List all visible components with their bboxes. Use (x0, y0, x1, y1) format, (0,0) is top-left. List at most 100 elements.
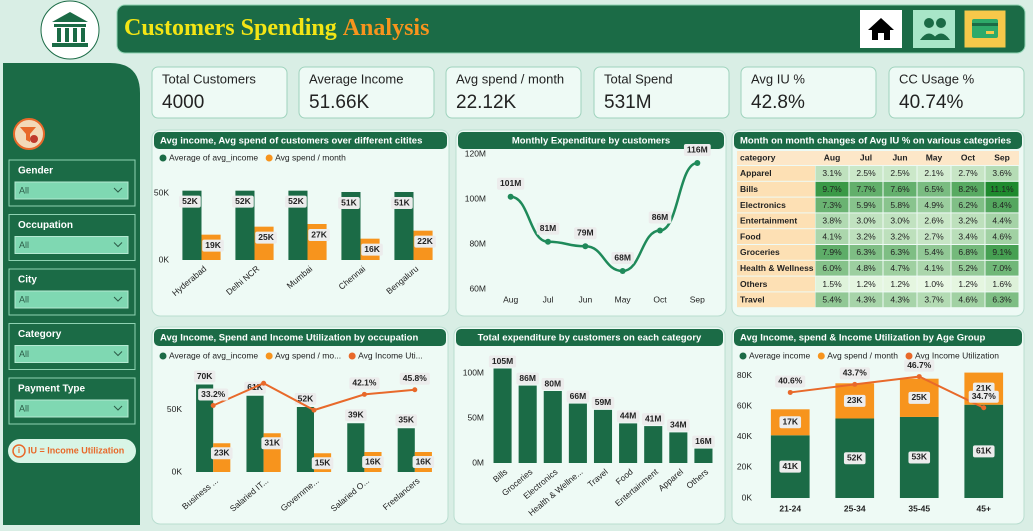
cell-label: 4.1% (924, 263, 944, 273)
kpi-bg (298, 66, 435, 119)
bar (493, 368, 512, 463)
cell-label: 7.6% (890, 184, 910, 194)
filter-dropdown[interactable]: All (14, 345, 129, 363)
spending-button[interactable] (963, 9, 1007, 49)
legend-label: Average income (749, 350, 811, 360)
clear-filters-button[interactable] (13, 118, 45, 150)
y-tick-label: 40K (737, 431, 752, 441)
filter-dropdown[interactable]: All (14, 399, 129, 418)
kpi-card: Avg spend / month 22.12K (445, 66, 582, 119)
value-label-bg (566, 390, 590, 403)
panel-bg (455, 129, 727, 317)
value-label: 34.7% (972, 391, 997, 401)
cell-label: 4.4% (992, 216, 1012, 226)
value-label: 39K (348, 410, 364, 420)
value-label: 27K (311, 229, 327, 239)
heat-cell (815, 245, 849, 260)
y-tick-label: 50K (167, 404, 182, 414)
row-label-bg (737, 292, 815, 308)
value-label-bg (574, 227, 597, 240)
filter-label: Occupation (18, 220, 73, 231)
panel-title-bg (734, 329, 1022, 346)
filter-label: Payment Type (18, 384, 85, 395)
value-label-bg (311, 457, 334, 470)
value-label: 22K (417, 236, 433, 246)
value-label: 61K (976, 446, 992, 456)
filter-box (8, 377, 136, 425)
value-label-bg (488, 355, 517, 368)
heat-cell (951, 260, 985, 276)
heat-cell (917, 260, 951, 276)
value-label: 21K (976, 383, 992, 393)
filter-dropdown[interactable]: All (14, 181, 129, 200)
value-label: 52K (847, 452, 863, 462)
bar (568, 403, 587, 463)
value-label-bg (839, 367, 870, 380)
heat-cell (849, 181, 883, 197)
heat-cell (883, 229, 917, 244)
filter-dropdown[interactable]: All (14, 290, 129, 309)
y-tick-label: 0K (742, 492, 753, 502)
cell-label: 4.3% (856, 295, 876, 305)
heat-cell (951, 292, 985, 308)
filter-dropdown[interactable]: All (14, 236, 129, 254)
heat-cell (951, 213, 985, 229)
cell-label: 4.9% (924, 200, 944, 210)
point (852, 381, 858, 387)
value-label-bg (391, 197, 413, 209)
heat-cell (849, 245, 883, 260)
point (507, 193, 514, 200)
heat-cell (849, 260, 883, 276)
title-part: Customers Spending (124, 15, 337, 41)
heat-cell (883, 213, 917, 229)
value-label: 16K (364, 244, 380, 254)
legend-label: Avg spend / month (275, 152, 346, 162)
value-label-bg (843, 394, 866, 407)
heat-cell (815, 166, 849, 181)
heat-cell (917, 292, 951, 308)
chart-title: Avg Income, spend & Income Utilization b… (740, 333, 985, 344)
value-label: 41K (782, 461, 798, 471)
heat-cell (985, 229, 1019, 244)
header-title: Customers Spending Analysis (124, 15, 429, 41)
customers-button[interactable] (913, 10, 955, 48)
heat-cell (815, 213, 849, 229)
kpi-card: Avg IU % 42.8% (740, 66, 877, 119)
chart-panel: Monthly Expenditure by customers 60M 80M 10… (455, 129, 727, 317)
value-label-bg (361, 243, 383, 256)
cell-label: 9.7% (822, 184, 842, 194)
heat-cell (917, 229, 951, 244)
cell-label: 9.1% (992, 247, 1012, 257)
legend-marker (817, 352, 825, 360)
bar (347, 423, 365, 472)
bar (518, 385, 537, 463)
heat-cell (815, 276, 849, 292)
heat-cell (815, 181, 849, 197)
heat-cell (951, 245, 985, 260)
cell-label: 2.5% (856, 168, 876, 178)
value-label: 33.2% (201, 389, 226, 399)
value-label-bg (667, 419, 690, 432)
kpi-label: Avg IU % (751, 71, 805, 86)
row-label-bg (737, 181, 815, 197)
value-label: 51K (341, 197, 357, 207)
point (361, 391, 367, 397)
value-label: 51K (394, 197, 410, 207)
value-label-bg (285, 195, 307, 208)
cell-label: 3.2% (890, 231, 910, 241)
x-tick-label: May (615, 294, 632, 304)
value-label: 52K (182, 196, 198, 206)
value-label: 44M (620, 411, 637, 421)
heat-cell (815, 229, 849, 244)
home-button[interactable] (860, 10, 902, 48)
heat-cell (815, 260, 849, 276)
column-label: May (926, 152, 943, 162)
value-label-bg (908, 391, 931, 404)
value-label: 52K (235, 196, 251, 206)
value-label: 59M (595, 397, 612, 407)
bar (694, 448, 713, 463)
value-label-bg (641, 413, 665, 426)
value-label-bg (516, 372, 539, 385)
